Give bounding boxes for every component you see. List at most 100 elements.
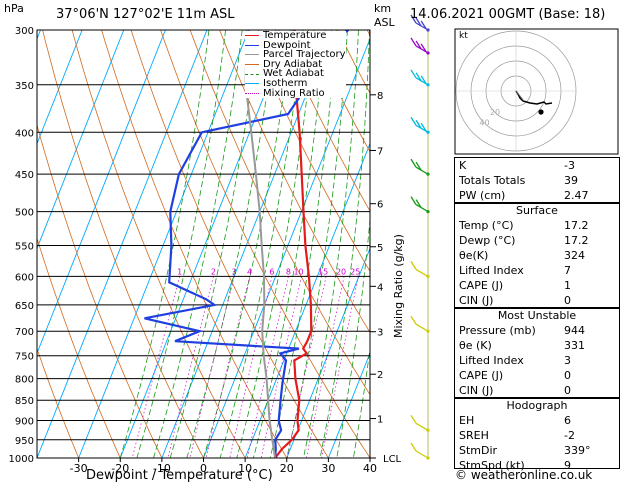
row-label: Temp (°C) — [459, 219, 514, 232]
wind-barb-flag — [415, 199, 422, 208]
table-row: Lifted Index 7 — [455, 263, 619, 278]
row-value: 17.2 — [564, 219, 589, 232]
row-value: 6 — [564, 414, 571, 427]
wind-barb-flag — [415, 119, 422, 129]
table-title: Surface — [516, 204, 558, 217]
pressure-tick-label: 900 — [15, 417, 34, 428]
mixing-ratio-tick-label: 4 — [247, 267, 252, 276]
wind-barb-flag — [415, 72, 422, 82]
series-line-dewpoint — [144, 30, 350, 458]
wind-barb-flag — [410, 158, 417, 168]
table-row: θe(K) 324 — [455, 248, 619, 263]
series-line-temperature — [274, 30, 313, 458]
x-tick-label: -20 — [111, 462, 129, 475]
location-title: 37°06'N 127°02'E 11m ASL — [56, 7, 235, 22]
row-label: θe(K) — [459, 249, 489, 262]
table-title: Hodograph — [506, 399, 568, 412]
pressure-tick-label: 400 — [15, 128, 34, 139]
dry-adiabat-line — [278, 30, 370, 212]
hodograph-trace-lower — [515, 90, 524, 101]
pressure-tick-label: 750 — [15, 352, 34, 363]
isotherm-line — [37, 30, 83, 145]
wet-adiabat-line — [353, 345, 370, 458]
row-label: K — [459, 159, 467, 172]
legend-label: Temperature — [263, 30, 327, 41]
mixing-ratio-tick-label: 8 — [286, 267, 291, 276]
pressure-unit-label: hPa — [4, 2, 24, 15]
mixing-ratio-tick-label: 3 — [232, 267, 237, 276]
row-label: Totals Totals — [459, 174, 526, 187]
km-tick-label: 2 — [377, 370, 383, 381]
table-row: Pressure (mb) 944 — [455, 323, 619, 338]
row-value: -2 — [564, 429, 575, 442]
wind-barb-flag — [410, 261, 417, 270]
wind-barb-staff — [415, 204, 429, 213]
wind-barb — [410, 196, 430, 214]
wet-adiabat-line — [253, 30, 326, 458]
legend-entry: Dry Adiabat — [245, 58, 346, 70]
legend-label: Parcel Trajectory — [263, 49, 346, 61]
row-value: 944 — [564, 324, 585, 337]
row-label: StmDir — [459, 444, 498, 457]
wind-barb — [410, 116, 430, 134]
km-tick-label: 6 — [377, 200, 383, 211]
table-row: SREH -2 — [455, 428, 619, 443]
row-value: 0 — [564, 384, 571, 397]
hodograph-unit-label: kt — [459, 31, 468, 41]
table-row: PW (cm) 2.47 — [455, 188, 619, 203]
table-row: EH 6 — [455, 413, 619, 428]
wet-adiabat-line — [219, 30, 304, 458]
row-label: Lifted Index — [459, 354, 524, 367]
row-label: Dewp (°C) — [459, 234, 516, 247]
wind-barb-point — [426, 172, 430, 176]
row-label: Pressure (mb) — [459, 324, 536, 337]
wind-barb-point — [426, 428, 430, 432]
pressure-tick-label: 300 — [15, 26, 34, 37]
row-label: CIN (J) — [459, 384, 494, 397]
wind-barb-flag — [410, 414, 417, 424]
pressure-tick-label: 450 — [15, 170, 34, 181]
km-unit-label: km — [374, 2, 392, 15]
credit-text: © weatheronline.co.uk — [455, 468, 593, 482]
legend-swatch — [245, 92, 259, 94]
table-row: Lifted Index 3 — [455, 353, 619, 368]
row-value: 9 — [564, 459, 571, 472]
wind-barb — [410, 442, 430, 460]
legend-swatch — [245, 73, 259, 75]
mixing-ratio-tick-label: 15 — [318, 267, 328, 276]
row-label: EH — [459, 414, 475, 427]
table-row: Totals Totals 39 — [455, 173, 619, 188]
wind-barb-flag — [420, 20, 427, 30]
km-tick-label: 5 — [377, 243, 383, 254]
legend-label: Dry Adiabat — [263, 58, 323, 70]
x-tick-label: 20 — [280, 462, 294, 475]
wet-adiabat-line — [119, 30, 210, 458]
pressure-tick-label: 800 — [15, 375, 34, 386]
pressure-tick-label: 950 — [15, 436, 34, 447]
km-tick-label: 7 — [377, 146, 383, 157]
most-unstable-table: Most Unstable Pressure (mb) 944 θe (K) 331 Li… — [454, 307, 620, 399]
table-row: CIN (J) 0 — [455, 383, 619, 398]
wind-barb-flag — [415, 40, 422, 50]
row-value: 39 — [564, 174, 578, 187]
mixing-ratio-tick-label: 1 — [177, 267, 182, 276]
wind-barb-staff — [415, 450, 429, 459]
x-tick-label: 10 — [238, 462, 252, 475]
x-tick-label: -30 — [70, 462, 88, 475]
wind-barb-point — [426, 51, 430, 55]
pressure-tick-label: 850 — [15, 396, 34, 407]
dry-adiabat-line — [37, 347, 79, 458]
legend-entry: Temperature — [245, 31, 346, 41]
wind-barb — [410, 315, 430, 333]
wind-barb-staff — [415, 323, 429, 332]
mixing-ratio-tick-label: 6 — [269, 267, 274, 276]
mixing-ratio-tick-label: 25 — [350, 267, 360, 276]
wind-barb-point — [426, 274, 430, 279]
isotherm-line — [244, 142, 370, 458]
wind-barb-flag — [420, 43, 427, 53]
table-row: θe (K) 331 — [455, 338, 619, 353]
isotherm-line — [327, 351, 370, 458]
legend-entry: Mixing Ratio — [245, 88, 346, 99]
legend-label: Isotherm — [263, 77, 308, 89]
wind-barb — [410, 414, 430, 432]
